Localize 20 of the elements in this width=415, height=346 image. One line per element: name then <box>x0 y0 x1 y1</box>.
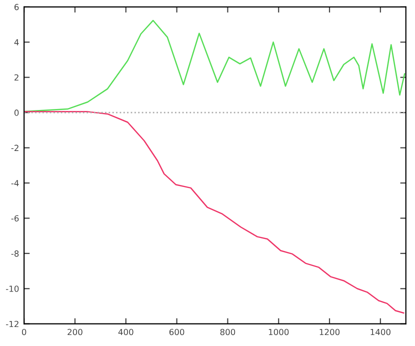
x-tick-label: 800 <box>220 328 236 336</box>
y-tick-label: -8 <box>11 250 19 257</box>
x-tick-label: 1200 <box>320 328 340 336</box>
y-tick-label: -6 <box>11 215 19 222</box>
x-tick-label: 400 <box>118 328 134 336</box>
x-tick-label: 1400 <box>370 328 390 336</box>
y-tick-label: 4 <box>14 39 19 46</box>
y-tick-label: 0 <box>14 110 19 116</box>
x-tick-label: 1000 <box>268 328 289 336</box>
line-series <box>24 111 404 314</box>
y-tick-label: 6 <box>14 4 19 10</box>
y-tick-label: -4 <box>11 180 19 186</box>
y-tick-label: -10 <box>6 286 19 292</box>
line-series <box>24 20 406 112</box>
y-tick-label: 2 <box>14 74 18 81</box>
y-tick-label: -12 <box>6 320 18 328</box>
y-tick-label: -2 <box>11 144 18 151</box>
x-tick-label: 600 <box>169 328 184 336</box>
x-tick-label: 0 <box>22 328 26 336</box>
x-tick-label: 200 <box>68 328 82 336</box>
